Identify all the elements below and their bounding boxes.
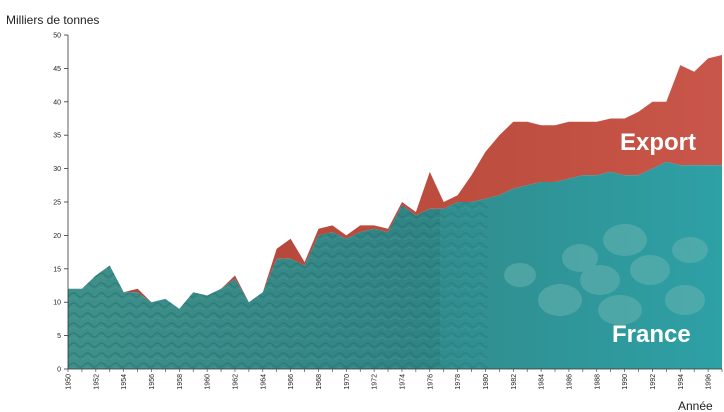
x-tick-label: 1988 (594, 374, 601, 390)
x-tick-label: 1978 (455, 374, 462, 390)
y-tick-label: 15 (53, 266, 61, 273)
y-tick-label: 45 (53, 66, 61, 73)
y-tick-label: 25 (53, 200, 61, 207)
series-label-france: France (612, 321, 691, 348)
potato-decoration (504, 224, 708, 325)
y-tick-label: 20 (53, 233, 61, 240)
y-tick-label: 30 (53, 166, 61, 173)
y-tick-label: 40 (53, 99, 61, 106)
x-tick-label: 1962 (232, 374, 239, 390)
x-tick-label: 1984 (539, 374, 546, 390)
y-axis: 0 5 10 15 20 25 30 35 40 45 50 (53, 33, 69, 374)
x-tick-label: 1982 (511, 374, 518, 390)
x-tick-label: 1974 (399, 374, 406, 390)
x-tick-label: 1986 (566, 374, 573, 390)
y-axis-title: Milliers de tonnes (6, 13, 99, 27)
y-tick-label: 5 (57, 333, 61, 340)
x-axis: 1950 1952 1954 1956 1958 1960 1962 1964 1966 1968… (66, 368, 723, 390)
x-tick-label: 1968 (316, 374, 323, 390)
x-axis-title: Année (678, 399, 713, 412)
x-tick-label: 1970 (344, 374, 351, 390)
x-tick-label: 1990 (622, 374, 629, 390)
x-tick-label: 1960 (205, 374, 212, 390)
y-tick-label: 50 (53, 33, 61, 40)
x-tick-label: 1972 (372, 374, 379, 390)
series-label-export: Export (620, 129, 696, 156)
x-tick-label: 1966 (288, 374, 295, 390)
x-tick-label: 1958 (177, 374, 184, 390)
x-tick-label: 1952 (93, 374, 100, 390)
x-tick-label: 1992 (650, 374, 657, 390)
x-tick-label: 1994 (678, 374, 685, 390)
x-tick-label: 1964 (260, 374, 267, 390)
y-tick-label: 10 (53, 300, 61, 307)
x-tick-label: 1996 (706, 374, 713, 390)
x-tick-label: 1956 (149, 374, 156, 390)
x-tick-label: 1976 (427, 374, 434, 390)
y-tick-label: 0 (57, 367, 61, 374)
y-tick-label: 35 (53, 133, 61, 140)
x-tick-label: 1954 (121, 374, 128, 390)
x-tick-label: 1950 (66, 374, 73, 390)
x-tick-label: 1980 (483, 374, 490, 390)
